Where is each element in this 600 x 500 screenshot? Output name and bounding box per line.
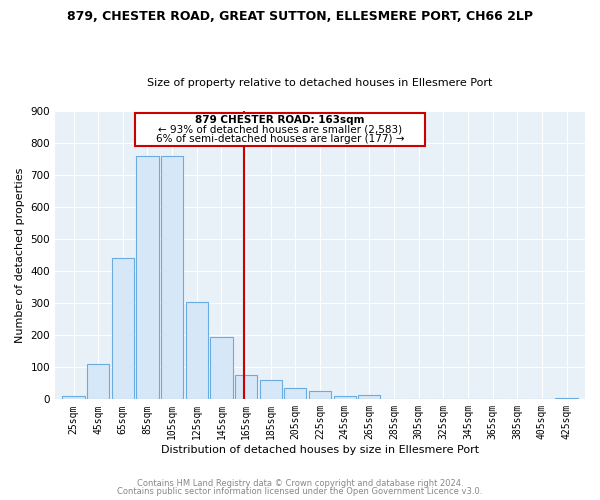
Text: ← 93% of detached houses are smaller (2,583): ← 93% of detached houses are smaller (2,… [158,124,402,134]
Bar [112,258,134,400]
Text: 6% of semi-detached houses are larger (177) →: 6% of semi-detached houses are larger (1… [156,134,404,144]
Bar [284,388,307,400]
Text: 879 CHESTER ROAD: 163sqm: 879 CHESTER ROAD: 163sqm [195,115,365,125]
Bar [235,376,257,400]
Bar [211,337,233,400]
Bar [309,392,331,400]
Text: Contains public sector information licensed under the Open Government Licence v3: Contains public sector information licen… [118,487,482,496]
Bar [136,156,158,400]
Text: Contains HM Land Registry data © Crown copyright and database right 2024.: Contains HM Land Registry data © Crown c… [137,478,463,488]
Bar [260,380,282,400]
Bar [62,396,85,400]
Text: 879, CHESTER ROAD, GREAT SUTTON, ELLESMERE PORT, CH66 2LP: 879, CHESTER ROAD, GREAT SUTTON, ELLESME… [67,10,533,23]
Title: Size of property relative to detached houses in Ellesmere Port: Size of property relative to detached ho… [148,78,493,88]
Bar [185,302,208,400]
Bar [87,364,109,400]
Bar [161,156,183,400]
Bar [334,396,356,400]
Bar [556,398,578,400]
Y-axis label: Number of detached properties: Number of detached properties [15,168,25,343]
X-axis label: Distribution of detached houses by size in Ellesmere Port: Distribution of detached houses by size … [161,445,479,455]
Bar [358,394,380,400]
FancyBboxPatch shape [135,112,425,146]
